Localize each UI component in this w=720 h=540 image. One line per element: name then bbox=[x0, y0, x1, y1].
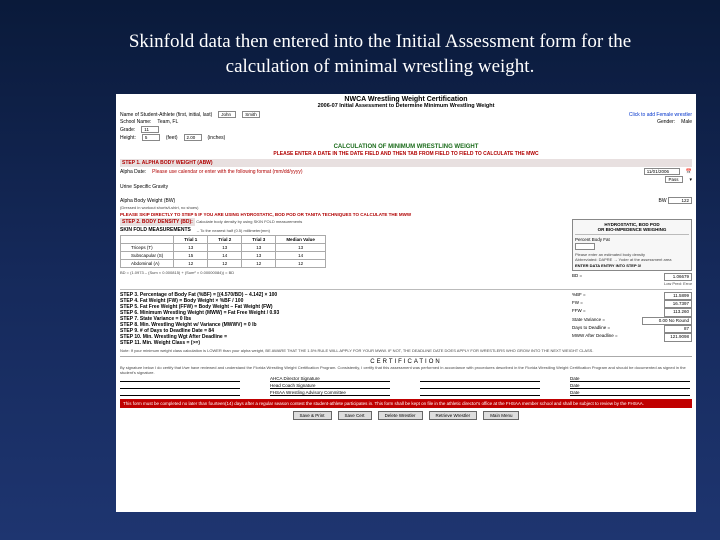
bw-field[interactable]: 122 bbox=[668, 197, 692, 204]
bd-formula: BD = (1.0973 – (Sum × 0.000815) + (Sum² … bbox=[120, 270, 564, 275]
athlete-first-field[interactable]: John bbox=[218, 111, 236, 118]
form-screenshot: NWCA Wrestling Weight Certification 2006… bbox=[116, 94, 696, 512]
table-row: Abdominal (A)12121212 bbox=[121, 260, 326, 268]
calendar-icon[interactable]: 📅 bbox=[686, 169, 692, 175]
sig1 bbox=[120, 376, 240, 382]
sig2 bbox=[120, 383, 240, 389]
date-line bbox=[420, 376, 540, 382]
alpha-date-label: Alpha Date: bbox=[120, 169, 146, 175]
red-warning-bar: This form must be completed no later tha… bbox=[120, 399, 692, 408]
cert-body: By signature below I do certify that I/w… bbox=[120, 365, 692, 375]
usg-label: Urine Specific Gravity bbox=[120, 184, 168, 190]
step2-bar: STEP 2. BODY DENSITY (BD): bbox=[120, 218, 195, 226]
pass-field[interactable]: Pass bbox=[665, 176, 683, 183]
school-label: School Name: bbox=[120, 119, 151, 125]
fine-print: Note: If your minimum weight class calcu… bbox=[120, 348, 692, 353]
sig3 bbox=[120, 390, 240, 396]
gender-value: Male bbox=[681, 119, 692, 125]
skinfold-heading: SKIN FOLD MEASUREMENTS bbox=[120, 227, 191, 233]
abw-note: (Dressed in workout shorts/t-shirt, no s… bbox=[120, 205, 564, 210]
main-menu-button[interactable]: Main Menu bbox=[483, 411, 519, 420]
inches-label: (inches) bbox=[208, 135, 226, 141]
height-ft-field[interactable]: 5 bbox=[142, 134, 160, 141]
alpha-date-hint: Please use calendar or enter with the fo… bbox=[152, 169, 302, 175]
calc-note: PLEASE ENTER A DATE IN THE DATE FIELD AN… bbox=[120, 151, 692, 157]
delete-wrestler-button[interactable]: Delete Wrestler bbox=[378, 411, 423, 420]
gender-label: Gender: bbox=[657, 119, 675, 125]
save-cert-button[interactable]: Save Cert bbox=[338, 411, 372, 420]
form-subheader: 2006-07 Initial Assessment to Determine … bbox=[120, 103, 692, 109]
cert-heading: CERTIFICATION bbox=[120, 356, 692, 365]
save-print-button[interactable]: Save & Print bbox=[293, 411, 332, 420]
grade-field[interactable]: 11 bbox=[141, 126, 159, 133]
school-value: Team, FL bbox=[157, 119, 178, 125]
height-label: Height: bbox=[120, 135, 136, 141]
step2-note: Calculate body density by using SKIN FOL… bbox=[196, 219, 302, 224]
bw-label: BW bbox=[659, 198, 667, 204]
add-female-link[interactable]: Click to add Female wrestler bbox=[629, 112, 692, 118]
athlete-label: Name of Student-Athlete (first, initial,… bbox=[120, 112, 212, 118]
skinfold-table: Trial 1Trial 2Trial 3Median Value Tricep… bbox=[120, 235, 326, 268]
skinfold-note: – To the nearest half (0.5) millimeter(m… bbox=[197, 228, 270, 233]
bd-label: BD = bbox=[572, 273, 582, 281]
hydrostatic-box: HYDROSTATIC, BOD POD OR BIO-IMPEDENCE WE… bbox=[572, 219, 692, 271]
skip-note: PLEASE SKIP DIRECTLY TO STEP 5 IF YOU AR… bbox=[120, 212, 692, 217]
step1-bar: STEP 1. ALPHA BODY WEIGHT (ABW) bbox=[120, 159, 692, 167]
table-row: Subscapular (S)15141314 bbox=[121, 252, 326, 260]
retrieve-wrestler-button[interactable]: Retrieve Wrestler bbox=[429, 411, 478, 420]
button-row: Save & Print Save Cert Delete Wrestler R… bbox=[120, 411, 692, 420]
step11: STEP 11. Min. Weight Class = (>=) bbox=[120, 340, 564, 346]
abw-label: Alpha Body Weight (BW) bbox=[120, 198, 175, 204]
table-row: Triceps (T)13131313 bbox=[121, 244, 326, 252]
form-header: NWCA Wrestling Weight Certification bbox=[120, 96, 692, 103]
calc-heading: CALCULATION OF MINIMUM WRESTLING WEIGHT bbox=[120, 144, 692, 150]
height-in-field[interactable]: 2.00 bbox=[184, 134, 202, 141]
slide-title: Skinfold data then entered into the Init… bbox=[0, 0, 720, 87]
athlete-last-field[interactable]: Smith bbox=[242, 111, 260, 118]
bodyfat-field[interactable] bbox=[575, 243, 595, 250]
alpha-date-field[interactable]: 11/01/2006 bbox=[644, 168, 680, 175]
grade-label: Grade: bbox=[120, 127, 135, 133]
feet-label: (feet) bbox=[166, 135, 178, 141]
bd-value: 1.06679 bbox=[664, 273, 692, 281]
